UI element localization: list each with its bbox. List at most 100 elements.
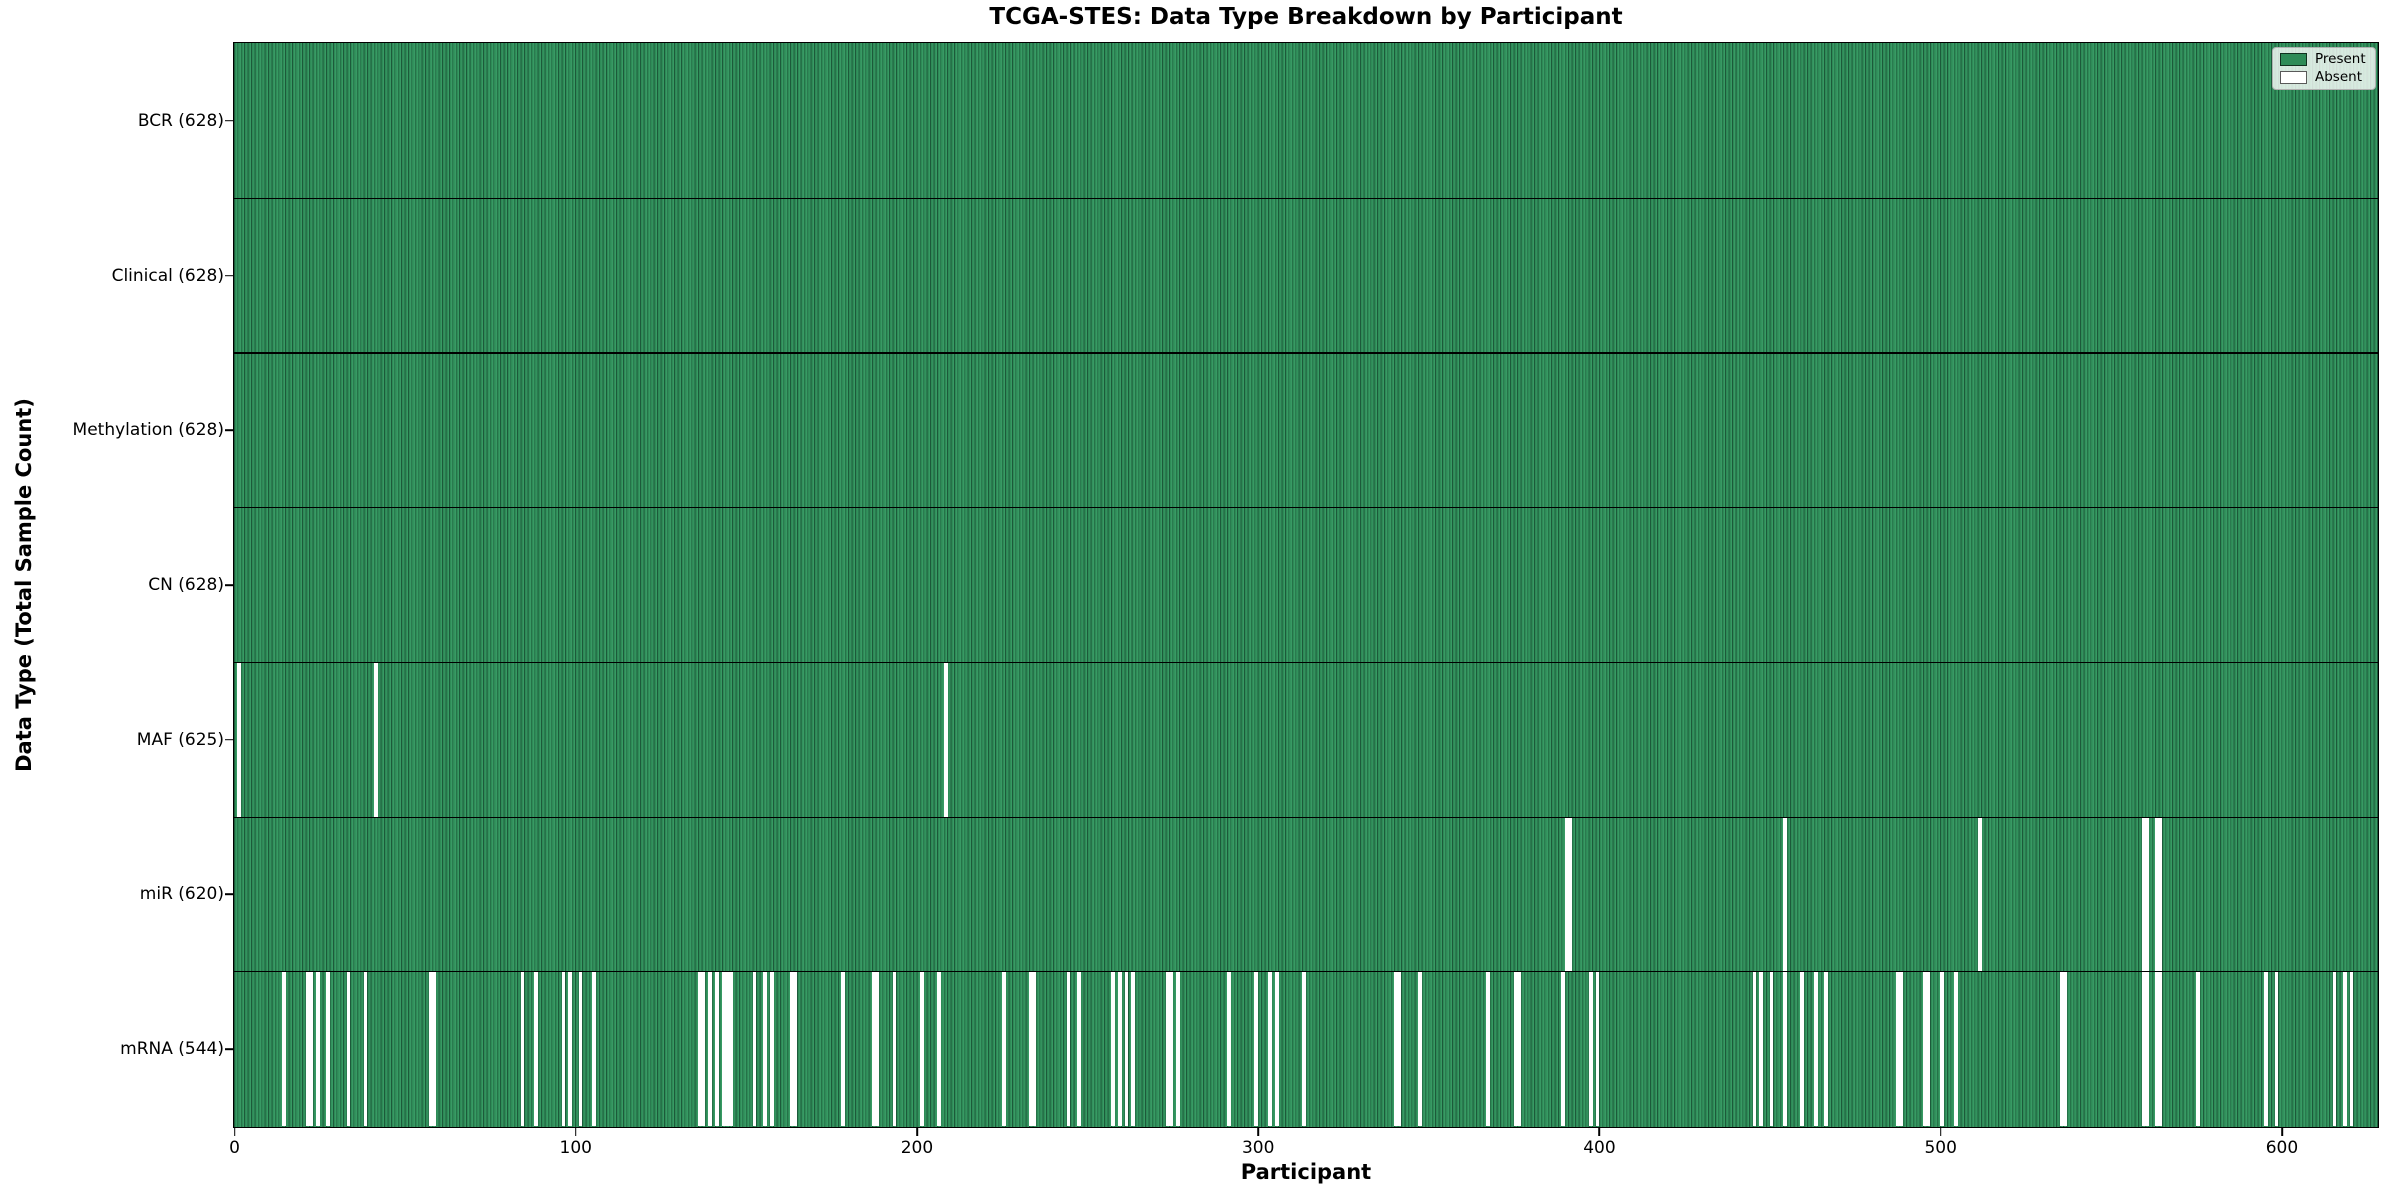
absent-marker-mRNA-459: [1800, 972, 1805, 1126]
chart-title: TCGA-STES: Data Type Breakdown by Partic…: [989, 4, 1623, 30]
absent-marker-mRNA-313: [1302, 972, 1306, 1126]
legend-present-label: Present: [2315, 51, 2366, 67]
absent-marker-mRNA-564: [2158, 972, 2163, 1126]
absent-marker-mRNA-367: [1486, 972, 1491, 1126]
absent-marker-mRNA-559: [2141, 972, 2146, 1126]
absent-marker-miR-560: [2144, 817, 2149, 972]
absent-marker-mRNA-96: [561, 972, 566, 1126]
absent-marker-mRNA-57: [428, 972, 433, 1126]
x-axis-title: Participant: [1240, 1160, 1372, 1184]
absent-marker-mRNA-136: [698, 972, 702, 1126]
row-separator: [234, 816, 2378, 818]
absent-marker-mRNA-88: [534, 972, 539, 1126]
x-tick-mark: [916, 1128, 918, 1136]
absent-marker-mRNA-98: [568, 972, 573, 1126]
absent-marker-mRNA-445: [1752, 972, 1757, 1126]
absent-marker-mRNA-291: [1227, 972, 1231, 1126]
absent-marker-mRNA-376: [1517, 972, 1521, 1126]
absent-marker-MAF-208: [943, 663, 948, 817]
x-tick-mark: [233, 1128, 236, 1136]
absent-marker-miR-559: [2141, 817, 2146, 972]
absent-marker-mRNA-187: [872, 972, 876, 1126]
absent-marker-mRNA-488: [1899, 972, 1904, 1126]
row-separator: [234, 661, 2378, 664]
absent-marker-mRNA-598: [2274, 972, 2279, 1126]
row-separator: [234, 507, 2378, 509]
y-tick-mark: [225, 274, 233, 277]
absent-marker-mRNA-375: [1513, 972, 1518, 1126]
absent-marker-mRNA-389: [1561, 972, 1566, 1126]
absent-marker-mRNA-560: [2144, 972, 2149, 1126]
legend-absent-label: Absent: [2315, 68, 2362, 85]
absent-marker-mRNA-305: [1274, 972, 1279, 1126]
absent-marker-mRNA-454: [1783, 972, 1788, 1126]
absent-marker-mRNA-397: [1588, 972, 1593, 1126]
y-tick-mark: [225, 120, 233, 122]
x-tick-label-100: 100: [559, 1138, 592, 1158]
absent-marker-mRNA-22: [309, 972, 313, 1126]
absent-marker-mRNA-206: [936, 972, 941, 1126]
absent-marker-miR-391: [1568, 817, 1573, 972]
x-tick-mark: [1598, 1128, 1601, 1136]
absent-marker-mRNA-340: [1394, 972, 1399, 1126]
absent-marker-mRNA-259: [1117, 972, 1122, 1126]
absent-marker-mRNA-14: [281, 972, 286, 1126]
row-separator: [234, 197, 2378, 199]
absent-marker-mRNA-178: [841, 972, 846, 1126]
absent-marker-mRNA-615: [2332, 972, 2337, 1126]
absent-marker-mRNA-21: [305, 972, 310, 1126]
x-tick-mark: [2281, 1128, 2283, 1136]
absent-marker-mRNA-463: [1813, 972, 1818, 1126]
absent-marker-mRNA-33: [346, 972, 351, 1126]
absent-marker-mRNA-450: [1769, 972, 1774, 1126]
absent-marker-mRNA-536: [2063, 972, 2067, 1126]
row-separator: [234, 352, 2378, 354]
absent-marker-mRNA-101: [578, 972, 583, 1126]
absent-marker-mRNA-276: [1175, 972, 1180, 1126]
y-tick-mark: [225, 584, 233, 586]
absent-marker-mRNA-496: [1926, 972, 1931, 1126]
absent-marker-mRNA-157: [769, 972, 774, 1126]
present-swatch-icon: [2280, 53, 2307, 67]
absent-marker-mRNA-139: [708, 972, 713, 1126]
absent-marker-mRNA-141: [715, 972, 719, 1126]
absent-marker-mRNA-233: [1029, 972, 1033, 1126]
y-tick-label-CN: CN (628): [148, 575, 224, 595]
row-separator: [234, 971, 2378, 973]
y-tick-label-MAF: MAF (625): [136, 729, 224, 750]
absent-marker-mRNA-247: [1076, 972, 1081, 1126]
absent-marker-mRNA-273: [1165, 972, 1170, 1126]
absent-marker-mRNA-144: [725, 972, 730, 1126]
absent-marker-mRNA-193: [892, 972, 897, 1126]
x-tick-mark: [1939, 1128, 1942, 1136]
absent-marker-mRNA-575: [2196, 972, 2200, 1126]
absent-marker-mRNA-152: [752, 972, 757, 1126]
absent-marker-mRNA-38: [363, 972, 368, 1126]
absent-marker-mRNA-145: [728, 972, 733, 1126]
x-tick-label-600: 600: [2265, 1138, 2299, 1158]
absent-marker-miR-563: [2155, 817, 2159, 972]
absent-marker-mRNA-618: [2342, 972, 2347, 1126]
y-tick-mark: [225, 1048, 233, 1050]
legend-entry-absent: Absent: [2280, 68, 2366, 85]
x-tick-mark: [1257, 1128, 1260, 1136]
absent-marker-MAF-1: [237, 663, 242, 817]
absent-marker-mRNA-27: [326, 972, 330, 1126]
y-tick-label-Clinical: Clinical (628): [111, 265, 224, 286]
absent-marker-miR-454: [1783, 817, 1788, 972]
x-tick-label-200: 200: [900, 1138, 934, 1158]
absent-marker-mRNA-137: [701, 972, 706, 1126]
y-tick-mark: [225, 429, 233, 432]
absent-marker-mRNA-274: [1169, 972, 1173, 1126]
y-tick-label-Methylation: Methylation (628): [72, 420, 224, 441]
absent-marker-mRNA-84: [520, 972, 525, 1126]
absent-marker-mRNA-299: [1254, 972, 1259, 1126]
absent-marker-mRNA-341: [1397, 972, 1402, 1126]
absent-marker-mRNA-466: [1824, 972, 1828, 1126]
absent-marker-miR-390: [1564, 817, 1569, 972]
absent-marker-mRNA-244: [1066, 972, 1071, 1126]
absent-marker-mRNA-303: [1267, 972, 1272, 1126]
absent-marker-mRNA-201: [919, 972, 924, 1126]
absent-marker-mRNA-347: [1418, 972, 1422, 1126]
absent-marker-mRNA-261: [1124, 972, 1129, 1126]
